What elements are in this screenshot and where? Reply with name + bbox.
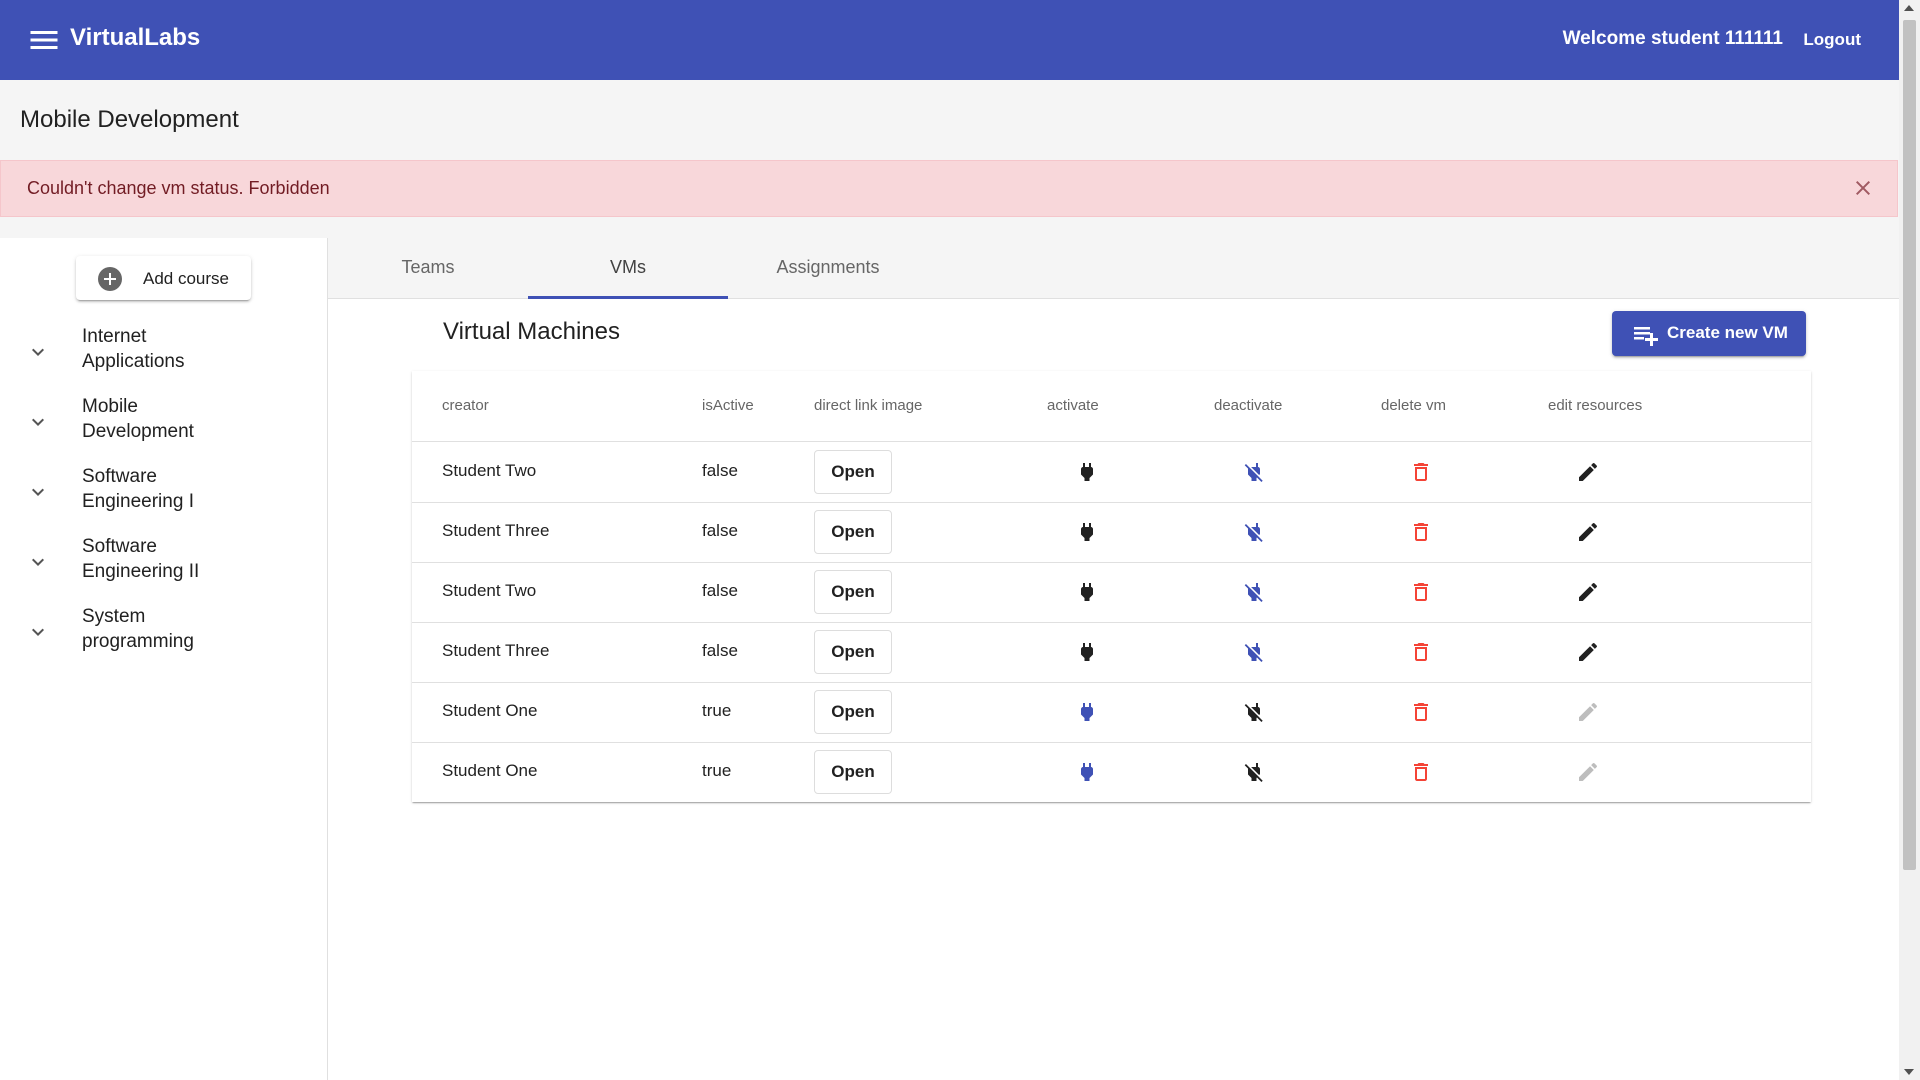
table-row: Student Two false Open [412,442,1811,503]
chevron-down-icon [32,558,44,566]
plug-icon[interactable] [1075,700,1099,724]
sidebar-item-mobile-development[interactable]: Mobile Development [0,388,326,458]
open-link-button[interactable]: Open [814,450,892,494]
menu-icon[interactable] [26,22,62,58]
cell-creator: Student Three [442,521,550,540]
sidebar-item-software-engineering-2[interactable]: Software Engineering II [0,528,326,598]
chevron-down-icon [32,418,44,426]
column-header-direct-link: direct link image [814,397,923,414]
tab-vms[interactable]: VMs [528,238,728,299]
column-header-deactivate: deactivate [1214,397,1283,414]
scroll-down-arrow-icon[interactable] [1904,1069,1914,1075]
plug-icon[interactable] [1075,640,1099,664]
chevron-down-icon [32,488,44,496]
course-title: Mobile Development [20,106,239,133]
open-link-button[interactable]: Open [814,510,892,554]
playlist-add-icon [1634,327,1658,346]
chevron-down-icon [32,628,44,636]
power-off-icon[interactable] [1242,520,1266,544]
cell-creator: Student One [442,761,538,780]
cell-creator: Student Three [442,641,550,660]
sidebar-item-label: Internet Applications [82,326,185,372]
add-course-button[interactable]: Add course [76,256,251,300]
tab-assignments[interactable]: Assignments [776,257,880,277]
cell-creator: Student Two [442,581,537,600]
column-header-delete: delete vm [1381,397,1447,414]
open-link-button[interactable]: Open [814,630,892,674]
tab-bar: Teams VMs Assignments [328,238,1899,299]
app-title: VirtualLabs [70,24,201,51]
plug-icon[interactable] [1075,460,1099,484]
delete-icon[interactable] [1409,580,1433,604]
page-scrollbar[interactable] [1899,0,1920,1080]
edit-icon [1576,700,1600,724]
plug-icon[interactable] [1075,760,1099,784]
delete-icon[interactable] [1409,460,1433,484]
table-row: Student One true Open [412,742,1811,802]
sidebar-item-system-programming[interactable]: System programming [0,598,326,668]
column-header-creator: creator [442,397,489,414]
edit-icon[interactable] [1576,460,1600,484]
top-toolbar: VirtualLabs Welcome student 111111 Logou… [0,0,1899,80]
table-header: creator isActive direct link image activ… [412,371,1811,442]
open-link-button[interactable]: Open [814,570,892,614]
edit-icon[interactable] [1576,640,1600,664]
plug-icon[interactable] [1075,520,1099,544]
page-title: Virtual Machines [443,318,620,345]
cell-isactive: true [702,701,732,720]
sidebar-item-label: Software Engineering II [82,536,200,582]
sidebar-item-label: Mobile Development [82,396,194,442]
power-off-icon[interactable] [1242,640,1266,664]
sidebar-item-label: Software Engineering I [82,466,194,512]
add-circle-icon [98,267,122,291]
open-link-button[interactable]: Open [814,690,892,734]
open-link-button[interactable]: Open [814,750,892,794]
sidebar-item-internet-applications[interactable]: Internet Applications [0,318,326,388]
cell-isactive: false [702,641,738,660]
sidebar-item-label: System programming [82,606,194,652]
vm-table: creator isActive direct link image activ… [412,371,1811,802]
table-row: Student Three false Open [412,502,1811,563]
cell-isactive: false [702,521,738,540]
create-vm-label: Create new VM [1667,323,1788,342]
sidebar-item-software-engineering-1[interactable]: Software Engineering I [0,458,326,528]
scrollbar-thumb[interactable] [1903,20,1916,870]
delete-icon[interactable] [1409,760,1433,784]
edit-icon[interactable] [1576,580,1600,604]
delete-icon[interactable] [1409,640,1433,664]
cell-creator: Student One [442,701,538,720]
create-vm-button[interactable]: Create new VM [1612,311,1806,356]
table-row: Student One true Open [412,682,1811,743]
tab-teams[interactable]: Teams [401,257,455,277]
close-icon[interactable] [1851,176,1875,200]
column-header-activate: activate [1047,397,1099,414]
table-row: Student Three false Open [412,622,1811,683]
column-header-isactive: isActive [702,397,754,414]
welcome-message: Welcome student 111111 [1562,28,1783,49]
cell-isactive: false [702,581,738,600]
power-off-icon[interactable] [1242,760,1266,784]
cell-creator: Student Two [442,461,537,480]
alert-message: Couldn't change vm status. Forbidden [27,178,330,198]
cell-isactive: false [702,461,738,480]
power-off-icon[interactable] [1242,700,1266,724]
add-course-label: Add course [143,269,229,288]
delete-icon[interactable] [1409,520,1433,544]
plug-icon[interactable] [1075,580,1099,604]
scroll-up-arrow-icon[interactable] [1904,5,1914,11]
power-off-icon[interactable] [1242,460,1266,484]
error-alert: Couldn't change vm status. Forbidden [0,160,1898,217]
sidebar: Add course Internet Applications Mobile De… [0,238,328,1080]
power-off-icon[interactable] [1242,580,1266,604]
logout-button[interactable]: Logout [1803,30,1861,49]
edit-icon[interactable] [1576,520,1600,544]
delete-icon[interactable] [1409,700,1433,724]
table-row: Student Two false Open [412,562,1811,623]
edit-icon [1576,760,1600,784]
cell-isactive: true [702,761,732,780]
column-header-edit: edit resources [1548,397,1643,414]
chevron-down-icon [32,348,44,356]
